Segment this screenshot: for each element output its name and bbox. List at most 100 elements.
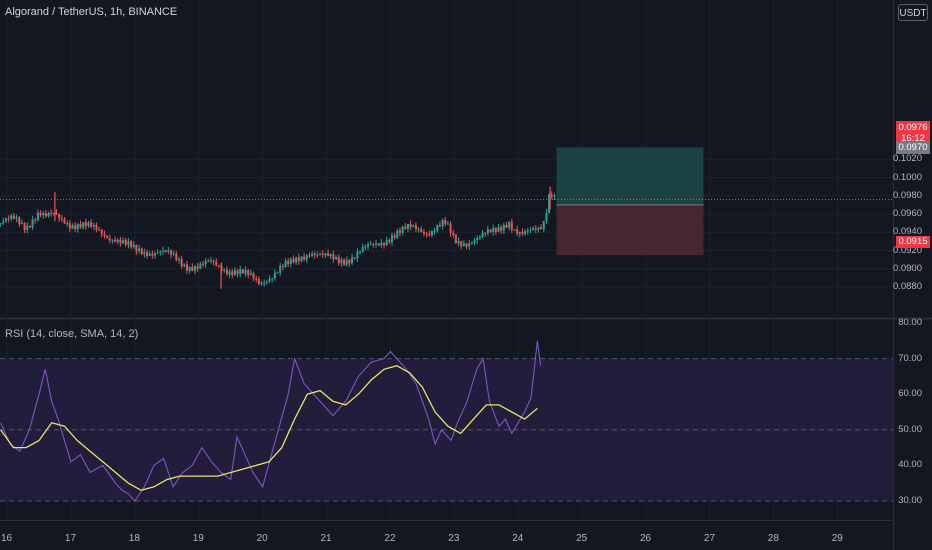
candle-body <box>199 263 202 269</box>
candle-body <box>478 237 481 239</box>
rsi-indicator-title[interactable]: RSI (14, close, SMA, 14, 2) <box>5 328 139 340</box>
candle-body <box>2 221 5 224</box>
candle-body <box>343 259 346 265</box>
candle-body <box>159 251 162 253</box>
price-tick-label: 0.0880 <box>892 281 922 292</box>
candle-body <box>417 229 420 231</box>
candle-body <box>209 260 212 262</box>
candle-body <box>356 251 359 259</box>
symbol-title[interactable]: Algorand / TetherUS, 1h, BINANCE <box>5 6 178 18</box>
candle-body <box>454 235 457 244</box>
candle-body <box>164 250 167 252</box>
candle-body <box>516 229 519 234</box>
candle-body <box>154 253 157 256</box>
candle-body <box>76 223 79 230</box>
candle-body <box>162 250 165 252</box>
candle-body <box>23 222 26 230</box>
candle-body <box>449 223 452 233</box>
candle-body <box>548 194 551 213</box>
price-tick-label: 0.1000 <box>892 171 922 183</box>
candle-body <box>132 244 135 248</box>
candle-body <box>550 194 553 197</box>
price-tick-label: 0.0960 <box>892 208 922 219</box>
candle-body <box>470 243 473 245</box>
candle-body <box>372 244 375 246</box>
candle-body <box>236 270 239 275</box>
time-tick-label: 27 <box>703 533 716 544</box>
last-price-label: 0.0976 <box>898 122 928 133</box>
time-tick-label: 16 <box>1 533 13 544</box>
candle-body <box>324 253 327 255</box>
candle-body <box>284 260 287 268</box>
price-tick-label: 0.0940 <box>892 226 922 238</box>
candle-body <box>446 223 449 225</box>
time-tick-label: 21 <box>320 533 332 544</box>
candle-body <box>396 230 399 238</box>
candle-body <box>0 223 2 225</box>
rsi-line <box>0 340 542 502</box>
candle-body <box>375 243 378 245</box>
candle-body <box>71 225 74 229</box>
candle-body <box>273 272 276 279</box>
time-tick-label: 19 <box>192 533 204 544</box>
candle-body <box>532 228 535 230</box>
candle-body <box>492 228 495 233</box>
candle-body <box>361 247 364 252</box>
candle-body <box>183 264 186 267</box>
candle-body <box>90 222 93 227</box>
countdown-label: 16:12 <box>901 133 925 144</box>
candle-body <box>281 266 284 268</box>
rsi-tick-label: 80.00 <box>898 317 922 328</box>
candle-body <box>518 232 521 234</box>
rsi-tick-label: 40.00 <box>898 459 922 471</box>
candle-body <box>68 223 71 229</box>
candle-body <box>300 256 303 262</box>
candle-body <box>383 242 386 246</box>
candle-body <box>364 246 367 248</box>
candle-body <box>119 239 122 244</box>
candle-body <box>276 272 279 274</box>
candle-body <box>271 278 274 280</box>
price-tick-label: 0.0900 <box>892 262 922 274</box>
currency-button[interactable]: USDT <box>898 4 928 21</box>
candle-body <box>249 273 252 275</box>
candle-body <box>308 255 311 257</box>
candle-body <box>34 219 37 221</box>
candle-body <box>122 239 125 244</box>
candle-body <box>540 227 543 230</box>
candle-body <box>353 257 356 259</box>
candle-body <box>36 212 39 221</box>
candle-body <box>223 269 226 271</box>
candle-body <box>55 212 58 215</box>
candle-body <box>465 243 468 247</box>
candle-body <box>340 259 343 264</box>
time-tick-label: 22 <box>384 533 396 544</box>
candle-body <box>401 226 404 233</box>
stop-loss-badge: 0.0915 <box>896 236 930 248</box>
candle-body <box>138 248 141 252</box>
candle-body <box>390 235 393 243</box>
candle-body <box>239 269 242 275</box>
candle-body <box>494 228 497 232</box>
candle-body <box>529 229 532 231</box>
candle-body <box>188 266 191 271</box>
candle-body <box>26 225 29 230</box>
candle-body <box>436 225 439 231</box>
candle-body <box>521 232 524 234</box>
candle-body <box>87 222 90 227</box>
candle-body <box>233 270 236 276</box>
candle-body <box>428 234 431 236</box>
candle-body <box>50 213 53 215</box>
candle-body <box>225 269 228 275</box>
candle-body <box>534 228 537 230</box>
time-tick-label: 23 <box>448 533 460 544</box>
candle-body <box>10 215 13 219</box>
candle-body <box>177 259 180 261</box>
candle-body <box>260 283 263 285</box>
candle-body <box>297 257 300 262</box>
candle-body <box>4 218 7 222</box>
time-tick-label: 28 <box>767 533 779 544</box>
candle-body <box>124 239 127 245</box>
candle-body <box>425 233 428 235</box>
